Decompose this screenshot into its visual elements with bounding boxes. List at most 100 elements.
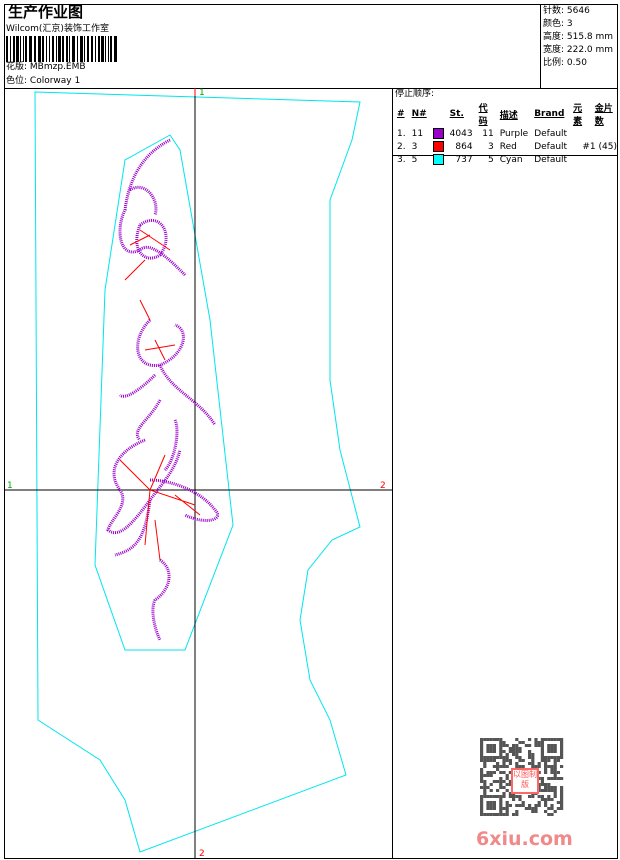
- qr-module: [489, 771, 493, 774]
- qr-module: [515, 765, 519, 768]
- qr-module: [553, 795, 557, 798]
- qr-module: [515, 738, 519, 741]
- qr-module: [480, 780, 484, 783]
- qr-module: [508, 804, 512, 807]
- qr-module: [560, 807, 564, 810]
- qr-module: [480, 786, 484, 789]
- qr-module: [499, 747, 503, 750]
- qr-module: [508, 771, 512, 774]
- qr-module: [534, 810, 538, 813]
- qr-module: [496, 768, 500, 771]
- company-name: Wilcom(汇京)装饰工作室: [6, 24, 109, 34]
- qr-module: [480, 807, 484, 810]
- qr-module: [505, 753, 509, 756]
- barcode-bar: [16, 36, 19, 62]
- qr-module: [502, 744, 506, 747]
- col-code: 代码: [478, 104, 488, 127]
- col-needle: N#: [411, 109, 427, 119]
- qr-module: [505, 783, 509, 786]
- row-code: 11: [482, 128, 494, 139]
- garment-outline: [34, 91, 361, 853]
- qr-module: [502, 741, 506, 744]
- qr-module: [544, 801, 548, 804]
- qr-module: [505, 807, 509, 810]
- qr-module: [553, 771, 557, 774]
- qr-module: [556, 759, 560, 762]
- qr-module: [540, 798, 544, 801]
- qr-module: [505, 804, 509, 807]
- qr-module: [480, 738, 484, 741]
- qr-module: [553, 738, 557, 741]
- qr-module: [550, 756, 554, 759]
- qr-module: [537, 804, 541, 807]
- row-code: 3: [488, 141, 494, 152]
- qr-module: [531, 765, 535, 768]
- qr-module: [528, 756, 532, 759]
- qr-module: [486, 801, 490, 804]
- barcode-bar: [77, 36, 78, 62]
- row-element: #1 (45): [582, 141, 617, 152]
- color-swatch: [430, 153, 447, 166]
- barcode-bar: [38, 36, 41, 62]
- qr-module: [505, 759, 509, 762]
- qr-module: [537, 786, 541, 789]
- qr-module: [540, 777, 544, 780]
- colorway-value: Colorway 1: [29, 76, 81, 86]
- qr-module: [540, 756, 544, 759]
- qr-module: [547, 756, 551, 759]
- qr-module: [486, 771, 490, 774]
- qr-module: [483, 813, 487, 816]
- qr-module: [499, 744, 503, 747]
- qr-module: [550, 786, 554, 789]
- qr-module: [492, 765, 496, 768]
- qr-module: [544, 768, 548, 771]
- qr-module: [521, 801, 525, 804]
- qr-module: [486, 759, 490, 762]
- qr-module: [489, 756, 493, 759]
- qr-module: [553, 744, 557, 747]
- qr-module: [550, 771, 554, 774]
- qr-module: [537, 783, 541, 786]
- qr-module: [486, 744, 490, 747]
- qr-module: [505, 777, 509, 780]
- qr-module: [531, 756, 535, 759]
- qr-module: [492, 750, 496, 753]
- qr-module: [560, 747, 564, 750]
- barcode-bar: [105, 36, 106, 62]
- qr-module: [540, 759, 544, 762]
- qr-module: [531, 759, 535, 762]
- qr-module: [547, 738, 551, 741]
- qr-module: [534, 807, 538, 810]
- qr-module: [489, 813, 493, 816]
- stop-row: 2. 3 864 3 Red Default #1 (45): [394, 140, 620, 153]
- qr-module: [480, 771, 484, 774]
- qr-module: [537, 744, 541, 747]
- stop-sequence-title: 停止顺序:: [395, 89, 435, 99]
- qr-module: [515, 744, 519, 747]
- row-code: 5: [488, 154, 494, 165]
- qr-module: [550, 744, 554, 747]
- colorway-label-text: 色位:: [6, 76, 28, 86]
- qr-module: [540, 747, 544, 750]
- qr-module: [483, 792, 487, 795]
- qr-module: [492, 807, 496, 810]
- barcode-bar: [62, 36, 64, 62]
- barcode-bar: [42, 36, 44, 62]
- qr-module: [537, 795, 541, 798]
- barcode-bar: [108, 36, 109, 62]
- qr-module: [492, 771, 496, 774]
- qr-module: [499, 741, 503, 744]
- barcode-bar: [110, 36, 112, 62]
- qr-module: [556, 801, 560, 804]
- qr-module: [486, 804, 490, 807]
- qr-module: [544, 771, 548, 774]
- qr-module: [486, 747, 490, 750]
- axis-label-top: 1: [199, 88, 205, 98]
- stop-table-frame: [392, 88, 618, 156]
- row-brand: Default: [534, 128, 568, 139]
- design-boundary-outline: [94, 134, 234, 651]
- embroidery-red: [119, 229, 201, 561]
- qr-module: [547, 747, 551, 750]
- row-brand: Default: [534, 154, 568, 165]
- qr-module: [502, 756, 506, 759]
